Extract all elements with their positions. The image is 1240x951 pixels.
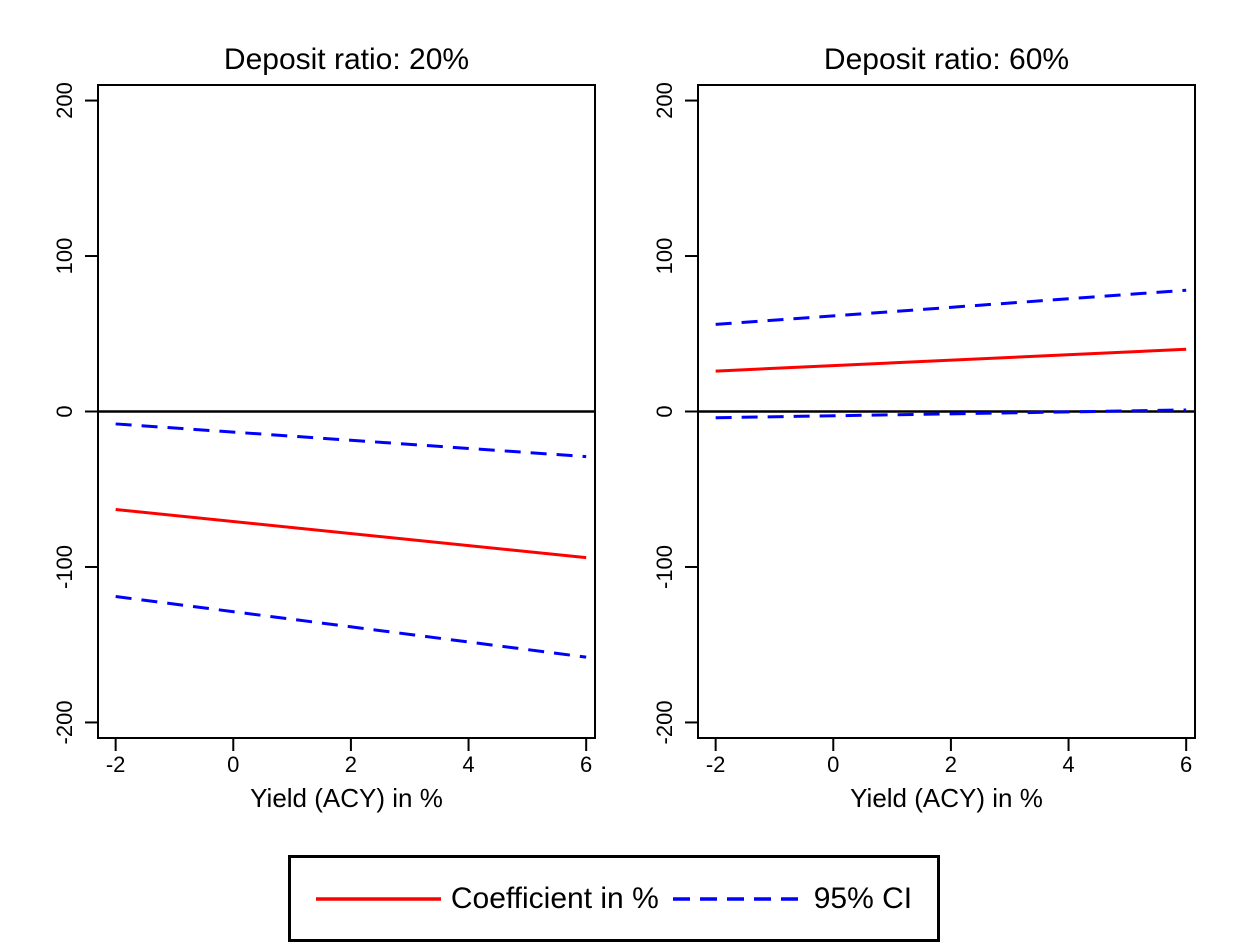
x-axis-label: Yield (ACY) in % (850, 783, 1043, 813)
panel-title: Deposit ratio: 60% (824, 43, 1069, 76)
x-tick-label: 2 (345, 752, 357, 777)
x-tick-label: 0 (827, 752, 839, 777)
y-tick-label: 200 (52, 82, 77, 119)
x-tick-label: -2 (106, 752, 126, 777)
y-tick-label: -200 (52, 700, 77, 744)
legend-label-coefficient: Coefficient in % (450, 881, 659, 915)
y-tick-label: -100 (652, 545, 677, 589)
x-tick-label: 4 (1062, 752, 1074, 777)
legend-box: Coefficient in % 95% CI (288, 855, 940, 942)
ci-upper-line (715, 288, 1187, 326)
panel-deposit-ratio-20: Deposit ratio: 20% -200 -100 0 100 200 -2 0 2 4 6 Y… (52, 43, 596, 813)
coefficient-line-swatch (315, 896, 441, 901)
x-tick-label: 0 (227, 752, 239, 777)
panel-deposit-ratio-60: Deposit ratio: 60% -200 -100 0 100 200 -2 0 2 4 6 Y… (652, 43, 1196, 813)
y-tick-label: 100 (652, 238, 677, 275)
x-tick-label: 4 (462, 752, 474, 777)
ci-line-swatch (672, 896, 798, 901)
y-tick-label: -200 (652, 700, 677, 744)
panel-title: Deposit ratio: 20% (224, 43, 469, 76)
x-tick-label: 6 (580, 752, 592, 777)
x-tick-label: 6 (1180, 752, 1192, 777)
y-tick-label: -100 (52, 545, 77, 589)
coefficient-line (115, 507, 587, 560)
legend-label-ci: 95% CI (813, 881, 913, 915)
x-tick-label: 2 (945, 752, 957, 777)
ci-lower-line (115, 595, 587, 659)
y-tick-label: 0 (652, 405, 677, 417)
y-tick-label: 200 (652, 82, 677, 119)
y-tick-label: 100 (52, 238, 77, 275)
ci-upper-line (115, 422, 587, 459)
coefficient-line (715, 347, 1187, 373)
x-axis-label: Yield (ACY) in % (250, 783, 443, 813)
ci-lower-line (715, 408, 1187, 420)
x-tick-label: -2 (706, 752, 726, 777)
y-tick-label: 0 (52, 405, 77, 417)
